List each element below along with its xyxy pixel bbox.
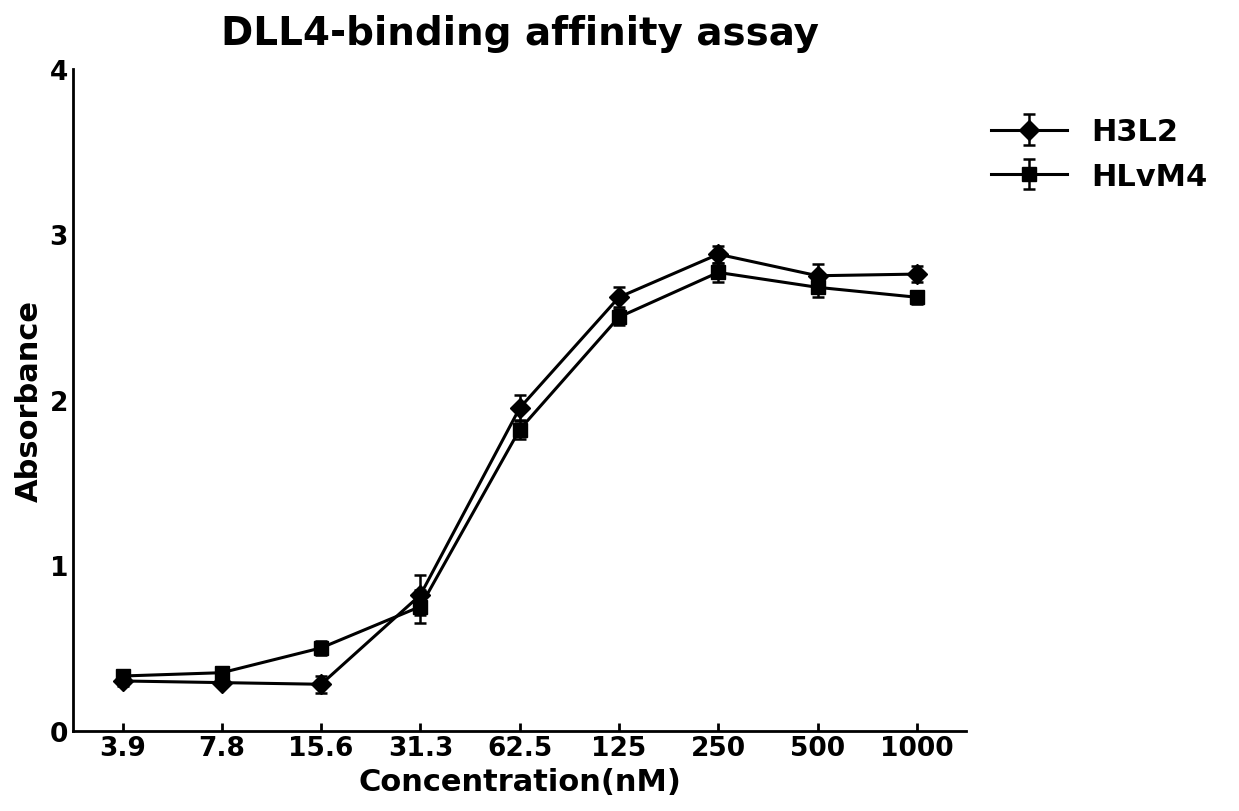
Y-axis label: Absorbance: Absorbance bbox=[15, 299, 45, 501]
Title: DLL4-binding affinity assay: DLL4-binding affinity assay bbox=[221, 15, 819, 53]
X-axis label: Concentration(nM): Concentration(nM) bbox=[358, 767, 681, 796]
Legend: H3L2, HLvM4: H3L2, HLvM4 bbox=[991, 118, 1208, 191]
